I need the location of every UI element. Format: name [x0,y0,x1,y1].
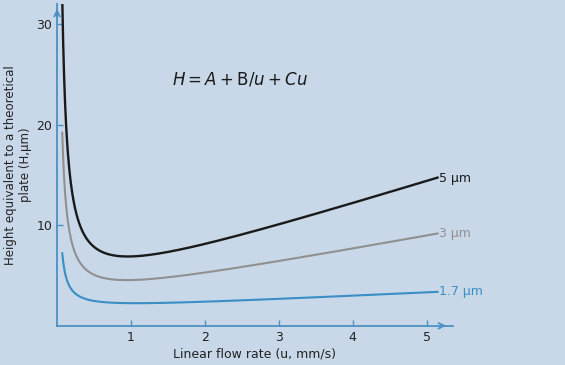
Text: $H = A + \mathrm{B}/u + C u$: $H = A + \mathrm{B}/u + C u$ [172,70,308,89]
Text: 3 μm: 3 μm [439,227,471,241]
Text: 1.7 μm: 1.7 μm [439,285,483,299]
X-axis label: Linear flow rate (u, mm/s): Linear flow rate (u, mm/s) [173,348,336,361]
Y-axis label: Height equivalent to a theoretical
plate (H,μm): Height equivalent to a theoretical plate… [4,65,32,265]
Text: 5 μm: 5 μm [439,172,471,185]
